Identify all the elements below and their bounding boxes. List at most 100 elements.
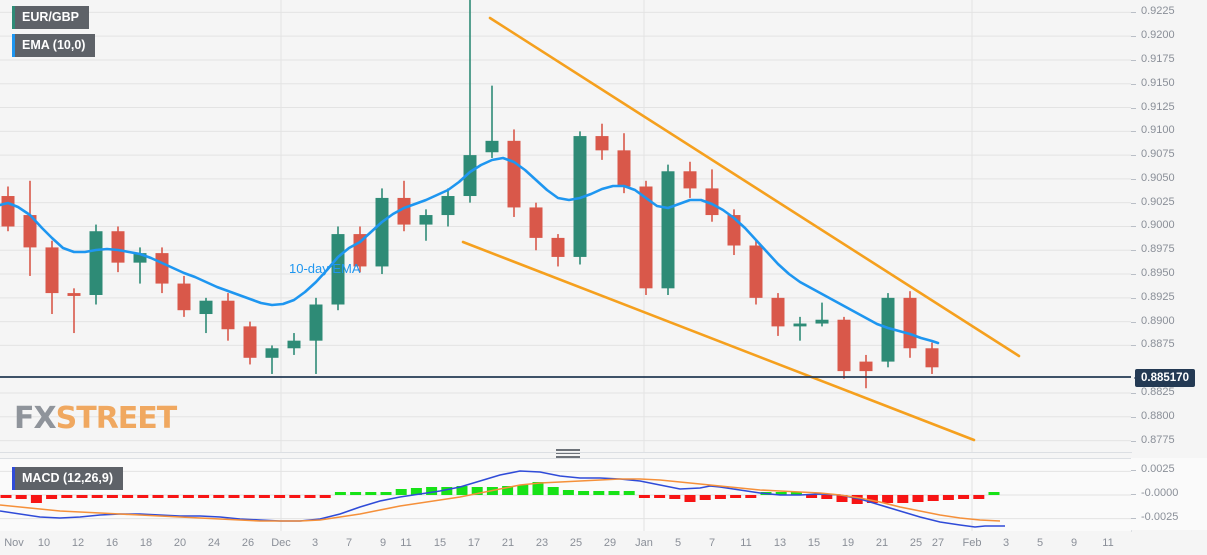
ema-legend-chip[interactable]: EMA (10,0) bbox=[12, 34, 96, 57]
macd-tick-mark bbox=[1131, 517, 1136, 519]
price-tick-mark bbox=[1131, 202, 1136, 204]
price-tick-mark bbox=[1131, 155, 1136, 157]
price-tick-mark bbox=[1131, 107, 1136, 109]
price-tick-mark bbox=[1131, 321, 1136, 323]
time-tick-label: 9 bbox=[1070, 537, 1078, 549]
time-tick-label: 9 bbox=[379, 537, 387, 549]
price-tick-label: 0.9075 bbox=[1141, 148, 1175, 161]
time-tick-label: 21 bbox=[875, 537, 889, 549]
panel-resize-handle[interactable] bbox=[556, 449, 580, 458]
macd-panel[interactable]: MACD (12,26,9) bbox=[0, 458, 1132, 532]
time-tick-label: 20 bbox=[173, 537, 187, 549]
time-tick-label: 5 bbox=[1036, 537, 1044, 549]
signal-line bbox=[0, 478, 1001, 522]
time-tick-label: 18 bbox=[139, 537, 153, 549]
price-tick-label: 0.9000 bbox=[1141, 219, 1175, 232]
price-tick-label: 0.8825 bbox=[1141, 386, 1175, 398]
macd-tick-mark bbox=[1131, 494, 1136, 495]
price-tick-label: 0.8875 bbox=[1141, 338, 1175, 351]
price-tick-mark bbox=[1131, 416, 1136, 418]
price-tick-label: 0.8900 bbox=[1141, 314, 1175, 327]
price-chart-svg bbox=[0, 0, 1131, 452]
time-tick-label: Nov bbox=[4, 537, 24, 549]
time-tick-label: 13 bbox=[773, 537, 787, 549]
ema-accent-bar bbox=[12, 34, 15, 57]
macd-line bbox=[0, 470, 1005, 528]
time-tick-label: 5 bbox=[674, 537, 682, 549]
time-axis[interactable]: Nov 10 12 16 18 20 24 26 Dec 3 7 9 11 15 17 21 23 25 29 Jan… bbox=[0, 531, 1131, 555]
macd-tick-label: -0.0025 bbox=[1141, 510, 1179, 523]
macd-legend-label: MACD (12,26,9) bbox=[22, 471, 113, 485]
time-tick-label: 12 bbox=[71, 537, 85, 549]
time-tick-label: 3 bbox=[311, 537, 319, 549]
price-tick-label: 0.9050 bbox=[1141, 171, 1175, 184]
price-tick-label: 0.9025 bbox=[1141, 195, 1175, 208]
price-tick-mark bbox=[1131, 12, 1136, 14]
price-tick-mark bbox=[1131, 250, 1136, 252]
macd-histogram bbox=[0, 482, 1000, 504]
time-tick-label: Jan bbox=[635, 537, 653, 549]
symbol-legend-chip[interactable]: EUR/GBP bbox=[12, 6, 89, 29]
macd-legend-chip[interactable]: MACD (12,26,9) bbox=[12, 467, 123, 490]
time-tick-label: Dec bbox=[271, 537, 291, 549]
price-axis[interactable]: 0.9225 0.9200 0.9175 0.9150 0.9125 0.9100 0.90… bbox=[1131, 0, 1207, 452]
price-tick-mark bbox=[1131, 131, 1136, 133]
time-tick-label: 10 bbox=[37, 537, 51, 549]
handle-line bbox=[556, 456, 580, 458]
price-tick-mark bbox=[1131, 440, 1136, 442]
time-tick-label: 24 bbox=[207, 537, 221, 549]
price-tick-label: 0.9100 bbox=[1141, 124, 1175, 137]
symbol-label: EUR/GBP bbox=[22, 10, 79, 24]
macd-tick-label: -0.0000 bbox=[1141, 487, 1179, 499]
symbol-accent-bar bbox=[12, 6, 15, 29]
fxstreet-watermark: FXSTREET bbox=[14, 401, 178, 436]
macd-axis[interactable]: 0.0025 -0.0000 -0.0025 bbox=[1131, 458, 1207, 530]
price-tick-label: 0.8975 bbox=[1141, 243, 1175, 256]
candlestick-series bbox=[1, 0, 939, 389]
macd-tick-label: 0.0025 bbox=[1141, 463, 1175, 476]
time-tick-label: Feb bbox=[962, 537, 982, 549]
price-tick-label: 0.9175 bbox=[1141, 52, 1175, 65]
current-price-badge: 0.885170 bbox=[1134, 369, 1195, 387]
time-tick-label: 11 bbox=[740, 537, 752, 549]
time-tick-label: 3 bbox=[1002, 537, 1010, 549]
time-tick-label: 15 bbox=[433, 537, 447, 549]
price-tick-mark bbox=[1131, 226, 1136, 228]
time-tick-label: 15 bbox=[807, 537, 821, 549]
time-tick-label: 19 bbox=[841, 537, 855, 549]
price-tick-mark bbox=[1131, 297, 1136, 299]
time-tick-label: 25 bbox=[569, 537, 583, 549]
trendline-group bbox=[461, 16, 1021, 442]
watermark-fx: FX bbox=[14, 401, 57, 436]
price-tick-mark bbox=[1131, 59, 1136, 61]
time-tick-label: 23 bbox=[535, 537, 549, 549]
price-chart-panel[interactable]: EUR/GBP EMA (10,0) 10-day EMA FXSTREET bbox=[0, 0, 1132, 453]
time-tick-label: 7 bbox=[345, 537, 353, 549]
price-tick-mark bbox=[1131, 83, 1136, 85]
handle-line bbox=[556, 452, 580, 454]
time-tick-label: 29 bbox=[603, 537, 617, 549]
time-tick-label: 11 bbox=[1102, 537, 1114, 549]
price-tick-mark bbox=[1131, 178, 1136, 180]
price-tick-label: 0.8950 bbox=[1141, 267, 1175, 280]
handle-line bbox=[556, 449, 580, 451]
price-tick-mark bbox=[1131, 393, 1136, 394]
ema-legend-label: EMA (10,0) bbox=[22, 38, 86, 52]
time-tick-label: 21 bbox=[501, 537, 515, 549]
time-tick-label: 26 bbox=[241, 537, 255, 549]
watermark-street: STREET bbox=[55, 401, 178, 436]
time-tick-label: 27 bbox=[931, 537, 945, 549]
price-gridlines bbox=[0, 0, 1131, 452]
time-tick-label: 17 bbox=[467, 537, 481, 549]
macd-accent-bar bbox=[12, 467, 15, 490]
price-tick-mark bbox=[1131, 36, 1136, 38]
price-tick-label: 0.8925 bbox=[1141, 290, 1175, 303]
time-tick-label: 16 bbox=[105, 537, 119, 549]
price-tick-label: 0.8775 bbox=[1141, 433, 1175, 446]
price-tick-label: 0.9200 bbox=[1141, 29, 1175, 42]
price-tick-mark bbox=[1131, 274, 1136, 276]
ema-annotation-text: 10-day EMA bbox=[289, 261, 361, 276]
price-tick-label: 0.9150 bbox=[1141, 76, 1175, 89]
time-tick-label: 11 bbox=[400, 537, 412, 549]
